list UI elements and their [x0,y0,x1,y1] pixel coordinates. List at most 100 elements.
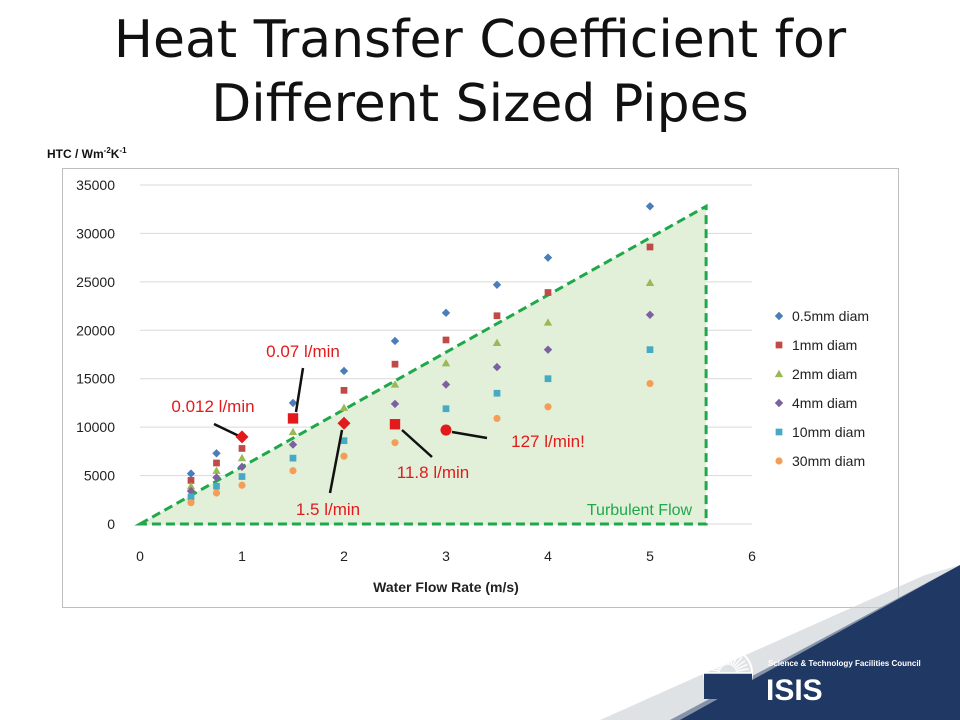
sunburst-logo-icon [703,648,753,699]
data-point [390,380,400,388]
callout-label: 1.5 l/min [296,500,360,519]
data-point [492,362,502,372]
data-point [340,437,348,445]
sunburst-ray [735,667,749,673]
data-point [645,202,655,211]
data-point [187,493,195,501]
x-tick-label: 3 [442,548,450,564]
data-point [288,398,298,408]
callout-label: 127 l/min! [511,432,585,451]
y-tick-label: 10000 [76,419,115,435]
y-tick-label: 30000 [76,225,115,241]
data-point [288,427,298,436]
sunburst-ray [734,660,746,669]
x-axis-title: Water Flow Rate (m/s) [373,579,519,595]
slide-title: Heat Transfer Coefficient for Different … [0,8,960,136]
sunburst-ray [725,652,728,666]
x-tick-label: 1 [238,548,246,564]
x-tick-label: 5 [646,548,654,564]
callout-line [401,429,433,458]
y-unit-sup-2: -1 [119,146,127,155]
data-point [391,439,399,447]
footer-band: Science & Technology Facilities Council … [600,565,960,720]
sunburst-ray [728,652,731,666]
data-point [186,486,196,496]
callout-line [328,429,344,494]
title-line-2: Different Sized Pipes [211,74,749,134]
callout-label: 0.012 l/min [171,397,254,416]
data-point [186,482,196,490]
y-axis-unit-label: HTC / Wm-2K-1 [47,146,127,161]
legend-marker [774,311,784,321]
highlighted-point [337,416,351,430]
data-point [390,399,400,409]
turbulent-region-shape [134,203,708,526]
band-light-stripe [600,565,960,720]
highlighted-point [389,419,401,430]
data-point [441,380,451,389]
data-point [288,440,298,449]
org-name: Science & Technology Facilities Council [768,659,921,668]
sunburst-ray [716,654,725,667]
legend-marker [774,369,784,378]
x-tick-label: 4 [544,548,552,564]
brand-isis: ISIS [766,674,823,707]
data-point [646,379,654,388]
data-point [340,452,348,460]
data-point [492,338,502,347]
highlighted-point [287,413,299,424]
data-point [212,473,221,482]
data-point [238,445,246,452]
legend-label: 0.5mm diam [792,308,869,324]
y-tick-label: 25000 [76,274,115,290]
callout-line [294,367,305,413]
data-point [339,403,349,411]
data-point [543,318,553,326]
data-point [237,462,247,472]
callout-line [451,430,488,440]
y-unit-mid: K [110,147,120,161]
data-point [492,280,502,289]
data-point [390,336,400,346]
sunburst-ray [732,656,743,668]
turbulent-flow-label: Turbulent Flow [587,502,693,519]
data-point [212,466,221,474]
data-point [645,278,655,286]
y-tick-label: 15000 [76,371,115,387]
data-point [441,308,451,318]
sunburst-ray [707,667,721,673]
y-tick-label: 20000 [76,322,115,338]
axis-layer: 0 5000 10000 15000 20000 25000 30000 35000 0 1 2 3 4… [76,177,756,564]
data-point [339,366,349,376]
x-tick-label: 0 [136,548,144,564]
turbulent-region: Turbulent Flow [134,203,708,526]
data-point [212,449,221,458]
data-point [213,482,220,490]
data-point [391,360,399,368]
data-point [543,253,553,262]
highlighted-point [235,430,249,444]
sunburst-ray [735,663,748,671]
data-point [212,489,221,497]
sunburst-ray [710,660,722,669]
data-point [645,310,655,319]
legend-marker [775,428,783,436]
x-tick-label: 2 [340,548,348,564]
legend-label: 4mm diam [792,395,857,411]
data-point [340,386,348,394]
legend-label: 30mm diam [792,453,865,469]
data-point [493,312,501,320]
data-point [237,453,247,462]
series-2mm-diam [186,278,655,490]
data-point [238,473,246,480]
data-point [544,375,552,383]
data-point [646,346,654,354]
data-point [213,459,220,467]
data-point [187,477,195,484]
callout-label: 0.07 l/min [266,342,340,361]
data-point [544,403,552,411]
data-point [441,359,451,367]
legend-label: 2mm diam [792,366,857,382]
sunburst-ray [729,652,736,666]
